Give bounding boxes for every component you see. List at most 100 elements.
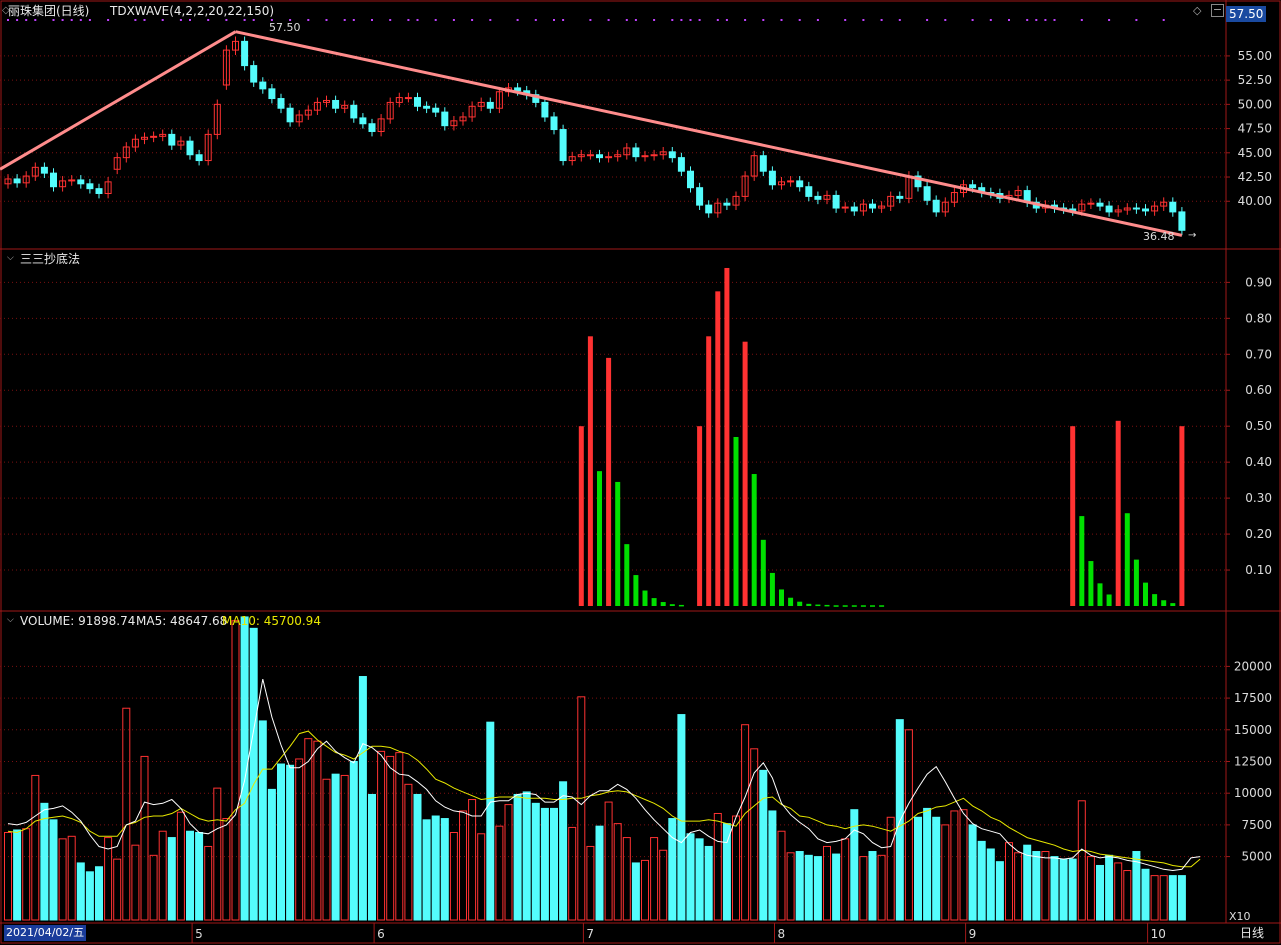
indicator-green-bar[interactable]	[1079, 516, 1085, 606]
volume-bar[interactable]	[1132, 851, 1141, 921]
candle-body[interactable]	[1014, 190, 1022, 196]
candle-body[interactable]	[213, 103, 221, 135]
volume-bar[interactable]	[704, 845, 713, 921]
candle-body[interactable]	[796, 180, 804, 188]
candle-body[interactable]	[632, 147, 640, 158]
candle-body[interactable]	[1096, 202, 1104, 207]
candle-body[interactable]	[705, 204, 713, 214]
candle-body[interactable]	[195, 154, 203, 162]
candle-body[interactable]	[313, 101, 321, 111]
candle-body[interactable]	[286, 107, 294, 123]
volume-bar[interactable]	[841, 838, 850, 921]
pane-collapse-icon[interactable]: ◇	[2, 5, 10, 16]
candle-body[interactable]	[659, 151, 667, 156]
candle-body[interactable]	[295, 114, 303, 123]
candle-body[interactable]	[204, 133, 212, 162]
volume-bar[interactable]	[195, 832, 204, 921]
candle-body[interactable]	[568, 156, 576, 162]
indicator-green-bar[interactable]	[678, 604, 684, 607]
candle-body[interactable]	[614, 154, 622, 158]
indicator-green-bar[interactable]	[779, 589, 784, 606]
indicator-green-bar[interactable]	[1143, 582, 1148, 606]
indicator-red-bar[interactable]	[606, 357, 612, 606]
volume-bar[interactable]	[613, 823, 622, 921]
candle-body[interactable]	[887, 195, 895, 207]
indicator-red-bar[interactable]	[587, 336, 593, 606]
candle-body[interactable]	[31, 166, 39, 177]
volume-bar[interactable]	[850, 809, 859, 921]
candle-body[interactable]	[40, 166, 48, 174]
candle-body[interactable]	[1132, 207, 1140, 210]
volume-bar[interactable]	[813, 856, 822, 921]
candle-body[interactable]	[850, 206, 858, 212]
indicator-green-bar[interactable]	[760, 539, 766, 606]
volume-bar[interactable]	[622, 837, 631, 921]
volume-bar[interactable]	[804, 854, 813, 921]
volume-bar[interactable]	[258, 720, 267, 921]
indicator-red-bar[interactable]	[578, 426, 584, 606]
volume-bar[interactable]	[431, 815, 440, 921]
candle-body[interactable]	[859, 203, 867, 212]
indicator-green-bar[interactable]	[1152, 594, 1158, 606]
candle-body[interactable]	[1169, 201, 1177, 213]
candle-body[interactable]	[486, 101, 494, 109]
indicator-green-bar[interactable]	[797, 601, 803, 606]
candle-body[interactable]	[441, 111, 449, 127]
volume-bar[interactable]	[995, 861, 1004, 921]
period-label[interactable]: 日线	[1240, 926, 1265, 940]
volume-bar[interactable]	[504, 804, 513, 921]
candle-body[interactable]	[359, 117, 367, 125]
volume-bar[interactable]	[1105, 854, 1114, 921]
volume-bar[interactable]	[914, 816, 922, 921]
candle-body[interactable]	[641, 155, 649, 158]
volume-bar[interactable]	[1032, 851, 1041, 921]
candle-body[interactable]	[950, 192, 958, 203]
volume-bar[interactable]	[904, 729, 913, 921]
indicator-red-bar[interactable]	[1115, 420, 1121, 606]
indicator-green-bar[interactable]	[1161, 600, 1167, 606]
candle-body[interactable]	[1105, 205, 1113, 213]
candle-body[interactable]	[878, 205, 886, 209]
volume-bar[interactable]	[340, 774, 349, 921]
volume-bar[interactable]	[859, 856, 868, 921]
volume-bar[interactable]	[650, 837, 659, 921]
indicator-green-bar[interactable]	[833, 605, 839, 607]
volume-bar[interactable]	[1014, 852, 1023, 921]
indicator-red-bar[interactable]	[706, 336, 712, 606]
volume-bar[interactable]	[368, 793, 376, 921]
volume-bar[interactable]	[1168, 875, 1177, 921]
candle-body[interactable]	[232, 40, 239, 51]
candle-body[interactable]	[141, 136, 148, 140]
volume-bar[interactable]	[331, 773, 340, 921]
volume-bar[interactable]	[386, 755, 395, 921]
candle-body[interactable]	[941, 201, 949, 213]
candle-body[interactable]	[696, 187, 704, 206]
volume-bar[interactable]	[1141, 868, 1150, 921]
volume-bar[interactable]	[85, 871, 94, 921]
volume-bar[interactable]	[486, 721, 495, 921]
candle-body[interactable]	[923, 186, 931, 201]
volume-bar[interactable]	[158, 830, 167, 921]
volume-bar[interactable]	[113, 858, 122, 921]
minus-icon[interactable]: −	[1211, 3, 1224, 17]
indicator-red-bar[interactable]	[1070, 426, 1076, 606]
indicator-red-bar[interactable]	[715, 291, 721, 606]
volume-bar[interactable]	[76, 862, 85, 921]
candle-body[interactable]	[841, 206, 849, 209]
indicator-green-bar[interactable]	[788, 597, 794, 606]
volume-bar[interactable]	[1150, 875, 1159, 921]
volume-bar[interactable]	[540, 807, 549, 921]
volume-bar[interactable]	[677, 714, 686, 921]
candle-body[interactable]	[386, 101, 394, 120]
volume-bar[interactable]	[49, 819, 58, 921]
indicator-green-bar[interactable]	[860, 605, 866, 607]
candle-body[interactable]	[668, 151, 676, 159]
volume-bar[interactable]	[13, 829, 22, 921]
candle-body[interactable]	[823, 194, 831, 200]
candle-body[interactable]	[177, 140, 185, 146]
volume-bar[interactable]	[959, 809, 968, 921]
pane-collapse-icon[interactable]: ⌵	[7, 615, 14, 625]
candle-body[interactable]	[250, 65, 258, 83]
indicator-red-bar[interactable]	[742, 341, 748, 606]
volume-bar[interactable]	[750, 748, 759, 921]
